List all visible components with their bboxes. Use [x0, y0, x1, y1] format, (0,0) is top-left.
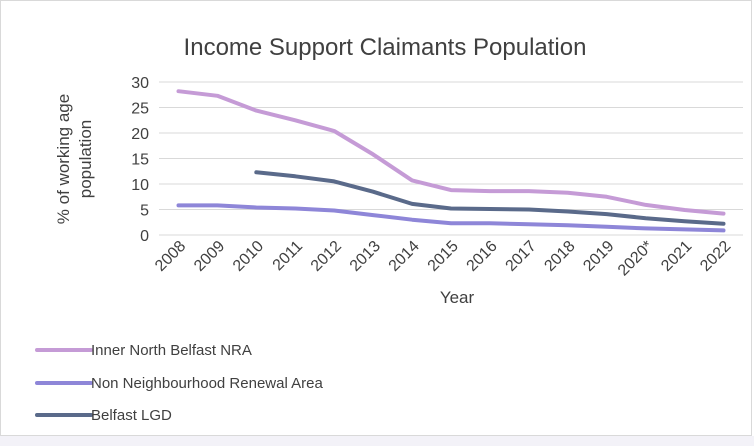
series-line-0 [176, 89, 726, 216]
y-tick-label: 25 [131, 101, 149, 118]
x-tick-label: 2016 [464, 238, 501, 275]
y-tick-label: 15 [131, 152, 149, 169]
x-tick-label: 2017 [503, 238, 540, 275]
legend-label-0: Inner North Belfast NRA [91, 342, 252, 359]
x-tick-label: 2014 [386, 238, 423, 275]
chart-title: Income Support Claimants Population [184, 34, 587, 61]
y-tick-label: 20 [131, 126, 149, 143]
y-axis-title-line-2: population [76, 120, 95, 198]
y-tick-label: 0 [140, 228, 149, 245]
x-axis-title: Year [440, 288, 475, 307]
x-tick-label: 2015 [425, 238, 462, 275]
y-tick-label: 10 [131, 177, 149, 194]
legend-label-2: Belfast LGD [91, 407, 172, 424]
x-tick-label: 2018 [541, 238, 578, 275]
line-chart: Income Support Claimants Population 0 5 10… [35, 34, 743, 424]
series-line-1 [176, 203, 726, 233]
x-tick-label: 2011 [270, 238, 306, 274]
series-line-2 [254, 170, 726, 226]
x-tick-label: 2008 [152, 238, 189, 275]
legend: Inner North Belfast NRA Non Neighbourhood… [35, 342, 323, 424]
x-tick-label: 2010 [230, 238, 267, 275]
series-lines [176, 89, 726, 233]
x-axis-ticks: 2008 2009 2010 2011 2012 2013 2014 2015 2016 2017… [152, 238, 734, 280]
x-tick-label: 2020* [615, 238, 657, 280]
y-axis-ticks: 0 5 10 15 20 25 30 [131, 75, 149, 245]
y-axis-title-line-1: % of working age [54, 94, 73, 224]
y-axis-title: % of working age population [54, 94, 95, 224]
x-tick-label: 2022 [697, 238, 734, 275]
x-tick-label: 2021 [658, 238, 695, 275]
y-tick-label: 30 [131, 75, 149, 92]
chart-container: Income Support Claimants Population 0 5 10… [0, 0, 752, 436]
legend-label-1: Non Neighbourhood Renewal Area [91, 375, 323, 392]
y-tick-label: 5 [140, 203, 149, 220]
x-tick-label: 2013 [347, 238, 384, 275]
x-tick-label: 2012 [308, 238, 345, 275]
x-tick-label: 2009 [191, 238, 228, 275]
page-bottom-strip [0, 436, 754, 446]
x-tick-label: 2019 [580, 238, 617, 275]
